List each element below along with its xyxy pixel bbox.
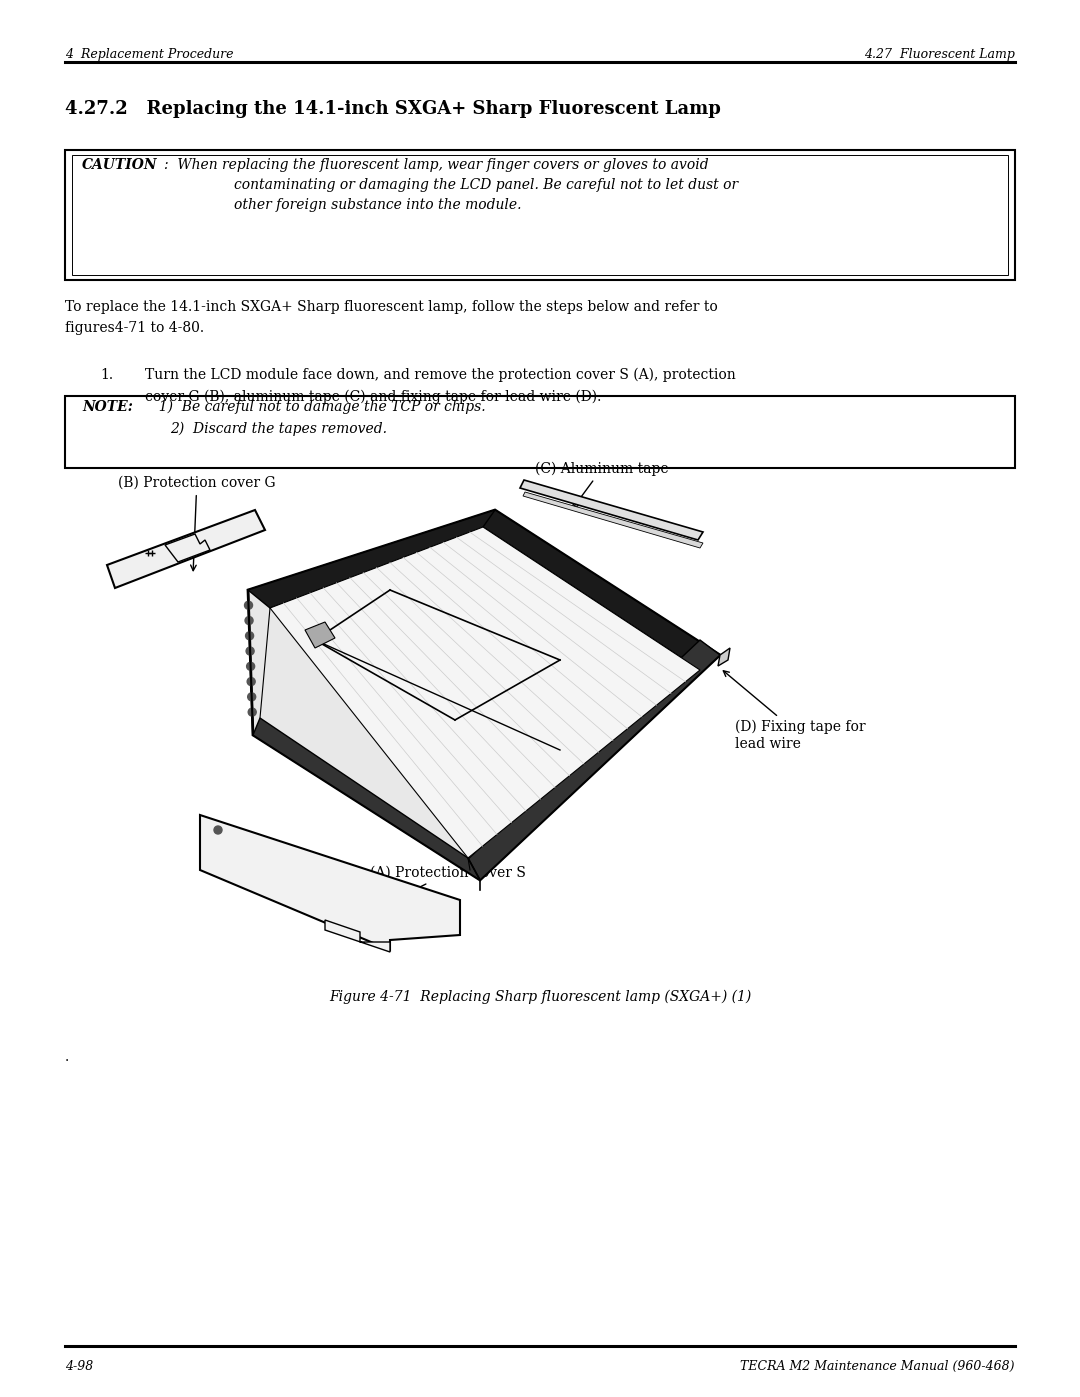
Text: Latch: Latch	[487, 687, 527, 703]
Text: (D) Fixing tape for
lead wire: (D) Fixing tape for lead wire	[724, 671, 866, 750]
FancyBboxPatch shape	[65, 149, 1015, 279]
Text: 1.: 1.	[100, 367, 113, 381]
Text: 4  Replacement Procedure: 4 Replacement Procedure	[65, 47, 233, 61]
Polygon shape	[718, 648, 730, 666]
Text: NOTE:: NOTE:	[82, 400, 133, 414]
Circle shape	[246, 647, 254, 655]
Polygon shape	[107, 510, 265, 588]
Text: TECRA M2 Maintenance Manual (960-468): TECRA M2 Maintenance Manual (960-468)	[741, 1361, 1015, 1373]
Circle shape	[247, 693, 256, 701]
Circle shape	[245, 616, 253, 624]
Polygon shape	[248, 510, 720, 880]
Circle shape	[245, 631, 254, 640]
Polygon shape	[483, 510, 720, 671]
Polygon shape	[200, 814, 460, 950]
Text: 4.27.2   Replacing the 14.1-inch SXGA+ Sharp Fluorescent Lamp: 4.27.2 Replacing the 14.1-inch SXGA+ Sha…	[65, 101, 720, 117]
Polygon shape	[253, 718, 480, 880]
Polygon shape	[465, 640, 720, 880]
Polygon shape	[305, 622, 335, 648]
Polygon shape	[270, 527, 700, 858]
Text: Figure 4-71  Replacing Sharp fluorescent lamp (SXGA+) (1): Figure 4-71 Replacing Sharp fluorescent …	[329, 990, 751, 1004]
Circle shape	[214, 826, 222, 834]
Text: .: .	[65, 1051, 69, 1065]
Text: :  When replacing the fluorescent lamp, wear finger covers or gloves to avoid
  : : When replacing the fluorescent lamp, w…	[164, 158, 738, 212]
Polygon shape	[523, 492, 703, 548]
Polygon shape	[519, 481, 703, 541]
Text: Turn the LCD module face down, and remove the protection cover S (A), protection: Turn the LCD module face down, and remov…	[145, 367, 735, 404]
Polygon shape	[165, 534, 210, 562]
Text: (C) Aluminum tape: (C) Aluminum tape	[535, 461, 669, 509]
Text: 4.27  Fluorescent Lamp: 4.27 Fluorescent Lamp	[864, 47, 1015, 61]
Text: To replace the 14.1-inch SXGA+ Sharp fluorescent lamp, follow the steps below an: To replace the 14.1-inch SXGA+ Sharp flu…	[65, 300, 718, 335]
Polygon shape	[325, 921, 390, 951]
Circle shape	[244, 601, 253, 609]
Circle shape	[248, 708, 256, 717]
Text: 1)  Be careful not to damage the TCP or chips.: 1) Be careful not to damage the TCP or c…	[150, 400, 486, 415]
Circle shape	[247, 678, 255, 686]
FancyBboxPatch shape	[65, 395, 1015, 468]
Text: CAUTION: CAUTION	[82, 158, 158, 172]
Circle shape	[246, 662, 255, 671]
Text: (B) Protection cover G: (B) Protection cover G	[118, 476, 275, 570]
Text: 2)  Discard the tapes removed.: 2) Discard the tapes removed.	[170, 422, 387, 436]
Text: 4-98: 4-98	[65, 1361, 93, 1373]
Polygon shape	[248, 510, 505, 608]
Text: (A) Protection cover S: (A) Protection cover S	[370, 866, 526, 905]
